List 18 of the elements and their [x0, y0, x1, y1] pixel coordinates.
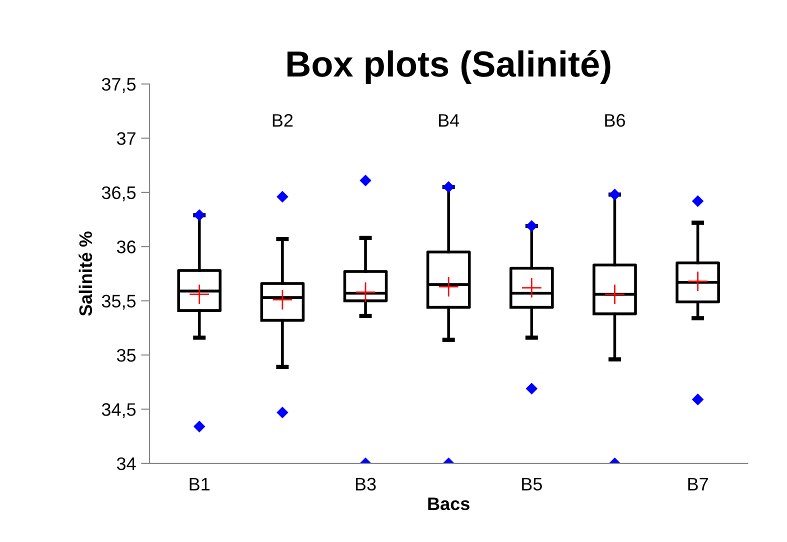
y-tick-label: 34: [116, 457, 136, 470]
y-tick-label: 37: [116, 132, 136, 145]
y-tick-label: 34,5: [102, 403, 136, 418]
chart-title: Box plots (Salinité): [288, 50, 610, 84]
x-tick-label: B4: [439, 114, 460, 127]
x-tick-label: B6: [605, 114, 625, 127]
x-tick-label: B5: [522, 478, 542, 491]
y-axis-title: Salinité %: [78, 232, 92, 316]
y-tick-label: 35: [116, 348, 136, 362]
x-tick-label: B7: [688, 478, 708, 490]
y-tick-label: 36,5: [102, 186, 136, 202]
x-tick-label: B2: [272, 114, 293, 127]
y-tick-label: 35,5: [102, 294, 136, 310]
y-tick-label: 36: [116, 240, 136, 254]
y-tick-label: 37,5: [102, 78, 136, 93]
x-tick-label: B1: [190, 478, 210, 490]
x-tick-label: B3: [356, 478, 376, 491]
x-axis-title: Bacs: [428, 498, 470, 510]
